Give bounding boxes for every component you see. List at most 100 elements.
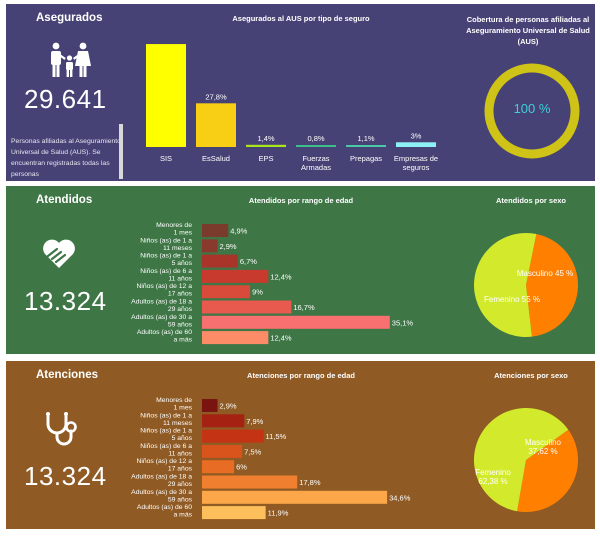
seguro-bar: [146, 44, 186, 148]
seguro-chart-title: Asegurados al AUS por tipo de seguro: [232, 14, 370, 23]
atendidos-panel: Atendidos 13.324 Atendidos por rango de …: [6, 186, 595, 354]
pie-label-masculino: Masculino 37,62 %: [525, 438, 562, 456]
seguro-bar: [246, 144, 286, 147]
pie-slice-masculino: [526, 234, 578, 337]
atendidos-sexo-title: Atendidos por sexo: [495, 196, 566, 205]
seguro-bar: [346, 145, 386, 147]
pie-label-masculino: Masculino 45 %: [517, 269, 573, 278]
pie-label-femenino: Femenino 62,38 %: [475, 468, 511, 486]
atendidos-total: 13.324: [24, 286, 107, 316]
age-bar: [202, 269, 269, 283]
seguro-bar-label: 3%: [411, 131, 422, 140]
pie-slice-femenino: [474, 408, 569, 512]
age-category-label: Menores de 1 mes: [156, 397, 193, 412]
age-bar: [202, 506, 266, 520]
seguro-bar-label: 1,4%: [257, 134, 274, 143]
coverage-ring: [484, 63, 580, 159]
age-bar: [202, 460, 235, 474]
seguro-category-label: Prepagas: [350, 154, 382, 163]
atenciones-total: 13.324: [24, 461, 107, 491]
age-bar-label: 12,4%: [270, 334, 292, 343]
age-bar-label: 6%: [236, 463, 247, 472]
seguro-bar-label: 27,8%: [205, 92, 227, 101]
seguro-category-label: Empresas de seguros: [394, 154, 438, 172]
pie-slice-masculino: [517, 429, 578, 512]
age-bar: [202, 254, 238, 268]
age-bar-label: 2,9%: [220, 242, 237, 251]
seguro-category-label: EsSalud: [202, 154, 230, 163]
age-category-label: Niños (as) de 1 a 11 meses: [140, 237, 192, 252]
coverage-ring-arc: [484, 63, 580, 159]
seguro-category-label: Fuerzas Armadas: [301, 154, 331, 172]
seguro-bar-label: 0,8%: [307, 134, 324, 143]
age-bar: [202, 224, 229, 237]
age-bar-label: 17,8%: [299, 478, 321, 487]
seguro-category-label: SIS: [160, 154, 172, 163]
age-bar-label: 11,9%: [268, 509, 289, 518]
pie-label-femenino: Femenino 55 %: [484, 295, 540, 304]
age-bar-label: 6,7%: [240, 257, 257, 266]
atendidos-edad-chart: 4,9% Menores de 1 mes 2,9% Niños (as) de 1 a…: [131, 222, 414, 345]
age-bar: [202, 444, 243, 458]
seguro-category-label: EPS: [258, 154, 273, 163]
age-bar-label: 34,6%: [389, 493, 411, 502]
age-category-label: Adultos (as) de 30 a 59 años: [131, 314, 192, 329]
age-category-label: Adultos (as) de 30 a 59 años: [131, 489, 192, 504]
age-category-label: Adultos (as) de 60 a más: [137, 504, 193, 518]
age-category-label: Adultos (as) de 60 a más: [137, 329, 193, 344]
family-icon: [51, 42, 91, 77]
asegurados-panel: Asegurados 29.641 Personas afiliadas al …: [6, 4, 595, 181]
age-bar: [202, 331, 269, 345]
age-bar-label: 12,4%: [270, 272, 292, 281]
asegurados-title: Asegurados: [36, 12, 103, 24]
age-bar: [202, 414, 245, 428]
atenciones-edad-chart: 2,9% Menores de 1 mes 7,9% Niños (as) de 1 a…: [131, 397, 411, 520]
age-bar-label: 2,9%: [220, 402, 237, 411]
age-bar-label: 35,1%: [392, 318, 414, 327]
age-bar-label: 11,5%: [266, 432, 287, 441]
atenciones-panel: Atenciones 13.324 Atenciones por rango d…: [6, 361, 595, 529]
age-bar: [202, 429, 264, 443]
age-category-label: Niños (as) de 6 a 11 años: [140, 443, 192, 458]
heart-handshake-icon: [43, 239, 75, 268]
asegurados-total: 29.641: [24, 84, 107, 114]
atendidos-sexo-pie: Masculino 45 % Femenino 55 %: [474, 232, 578, 337]
seguro-bar: [296, 145, 336, 147]
age-bar: [202, 239, 218, 253]
age-bar-label: 4,9%: [230, 227, 247, 236]
age-category-label: Niños (as) de 6 a 11 años: [140, 268, 192, 283]
age-category-label: Niños (as) de 12 a 17 años: [136, 283, 192, 298]
description-scrollbar[interactable]: [119, 124, 123, 179]
age-bar: [202, 315, 390, 329]
age-category-label: Adultos (as) de 18 a 29 años: [131, 299, 192, 314]
pie-slice-femenino: [474, 232, 537, 337]
age-bar-label: 7,5%: [244, 447, 261, 456]
age-bar: [202, 300, 292, 314]
age-bar: [202, 475, 298, 489]
atendidos-title: Atendidos: [36, 194, 93, 206]
age-bar-label: 9%: [252, 288, 263, 297]
age-category-label: Niños (as) de 1 a 11 meses: [140, 412, 192, 427]
age-bar: [202, 490, 388, 504]
seguro-bar-chart: SIS 27,8% EsSalud 1,4% EPS 0,8% Fuerzas Armadas…: [146, 44, 438, 172]
atenciones-title: Atenciones: [36, 369, 98, 381]
atendidos-edad-title: Atendidos por rango de edad: [248, 196, 354, 205]
age-bar-label: 16,7%: [293, 303, 315, 312]
stethoscope-icon: [46, 412, 77, 446]
asegurados-description: Personas afiliadas al Aseguramiento Univ…: [11, 138, 121, 178]
age-category-label: Adultos (as) de 18 a 29 años: [131, 474, 192, 489]
coverage-title: Cobertura de personas afiliadas al Asegu…: [466, 15, 590, 46]
age-bar-label: 7,9%: [246, 417, 263, 426]
seguro-bar-label: 1,1%: [357, 134, 374, 143]
atenciones-edad-title: Atenciones por rango de edad: [247, 371, 355, 380]
age-category-label: Niños (as) de 12 a 17 años: [136, 458, 192, 473]
seguro-bar: [396, 142, 436, 147]
age-category-label: Menores de 1 mes: [156, 222, 193, 237]
atenciones-sexo-pie: Masculino 37,62 % Femenino 62,38 %: [474, 408, 578, 512]
age-bar: [202, 285, 251, 299]
age-bar: [202, 399, 218, 412]
seguro-bar: [196, 103, 236, 147]
coverage-value: 100 %: [513, 101, 551, 116]
